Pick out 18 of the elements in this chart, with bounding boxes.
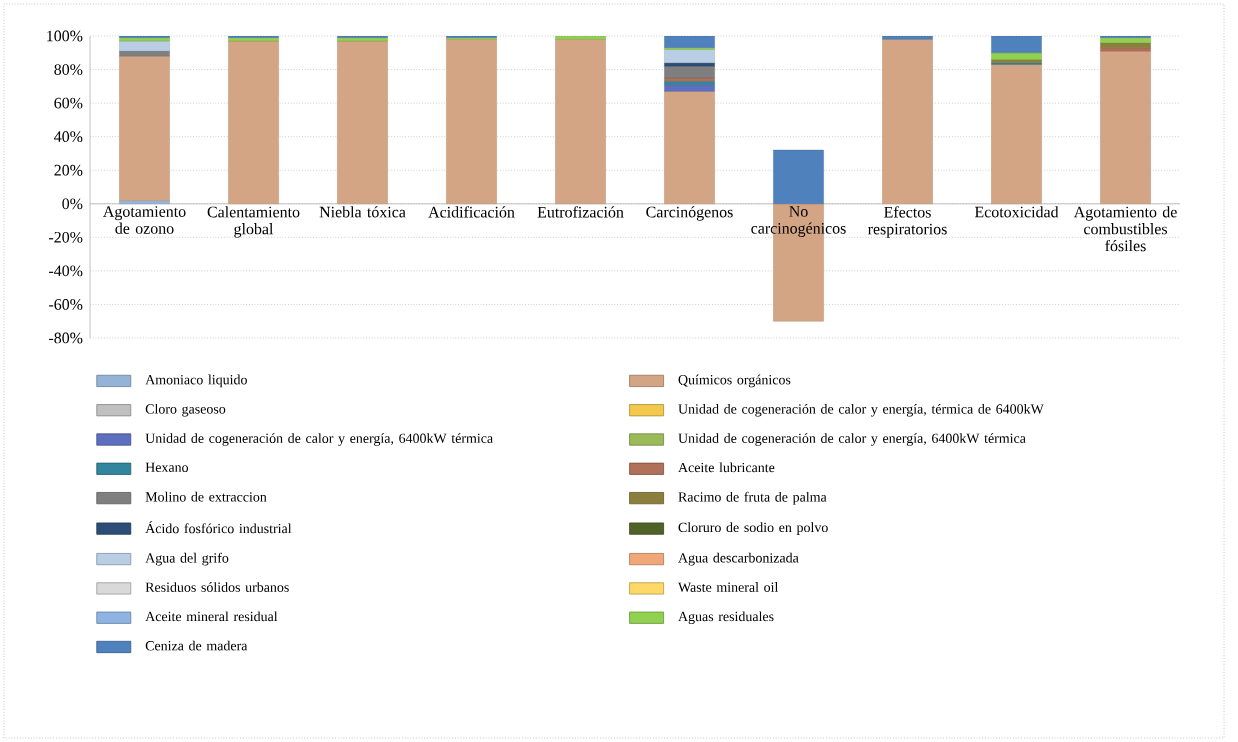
bar bbox=[664, 66, 715, 79]
bar bbox=[228, 40, 279, 204]
bar bbox=[664, 49, 715, 64]
bar bbox=[119, 40, 170, 52]
bar bbox=[991, 64, 1042, 204]
bar bbox=[1100, 50, 1151, 204]
bar bbox=[991, 52, 1042, 60]
bar bbox=[337, 40, 388, 204]
bar bbox=[555, 39, 606, 204]
bar bbox=[773, 149, 824, 204]
bar bbox=[664, 84, 715, 92]
bar bbox=[119, 50, 170, 57]
bar bbox=[1100, 37, 1151, 43]
bar bbox=[1100, 42, 1151, 48]
bar bbox=[882, 39, 933, 204]
bar bbox=[119, 55, 170, 201]
bar bbox=[446, 39, 497, 204]
bar bbox=[664, 91, 715, 204]
